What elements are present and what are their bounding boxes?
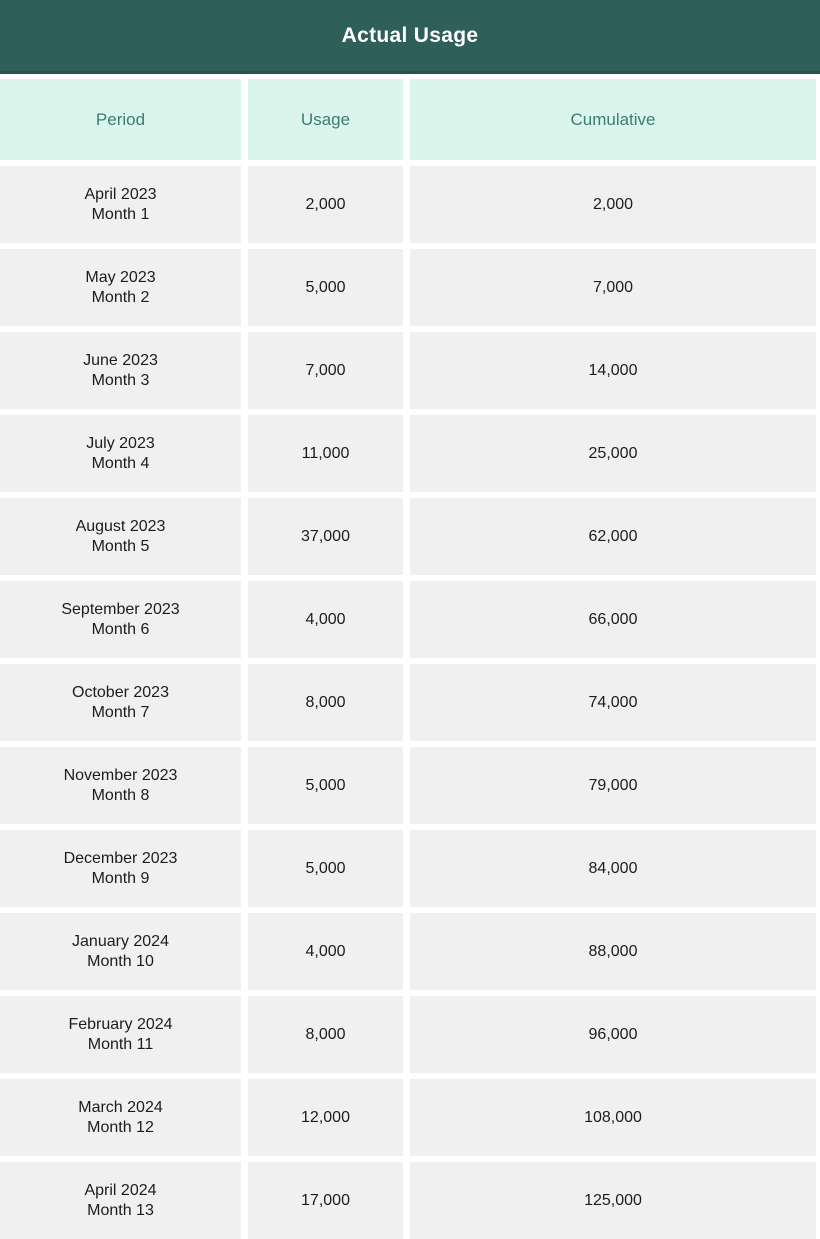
- usage-cell: 8,000: [248, 996, 403, 1073]
- cumulative-cell: 79,000: [410, 747, 816, 824]
- month-label: Month 7: [91, 703, 150, 721]
- period-cell: June 2023 Month 3: [0, 332, 241, 409]
- usage-cell: 8,000: [248, 664, 403, 741]
- cumulative-cell: 25,000: [410, 415, 816, 492]
- usage-table: Period Usage Cumulative April 2023 Month…: [0, 79, 820, 1239]
- period-cell: April 2024 Month 13: [0, 1162, 241, 1239]
- table-row: May 2023 Month 2 5,000 7,000: [0, 249, 820, 326]
- table-row: July 2023 Month 4 11,000 25,000: [0, 415, 820, 492]
- month-label: Month 11: [87, 1035, 154, 1053]
- column-header-cumulative: Cumulative: [410, 79, 816, 160]
- month-label: Month 8: [91, 786, 150, 804]
- page-title: Actual Usage: [341, 23, 479, 47]
- month-label: Month 12: [87, 1118, 154, 1136]
- period-label: April 2023: [84, 186, 157, 204]
- table-row: June 2023 Month 3 7,000 14,000: [0, 332, 820, 409]
- month-label: Month 10: [87, 952, 154, 970]
- period-label: November 2023: [63, 767, 178, 785]
- period-cell: September 2023 Month 6: [0, 581, 241, 658]
- table-row: November 2023 Month 8 5,000 79,000: [0, 747, 820, 824]
- cumulative-cell: 7,000: [410, 249, 816, 326]
- period-label: January 2024: [72, 933, 169, 951]
- table-row: February 2024 Month 11 8,000 96,000: [0, 996, 820, 1073]
- usage-cell: 4,000: [248, 581, 403, 658]
- title-banner: Actual Usage: [0, 0, 820, 74]
- usage-cell: 5,000: [248, 830, 403, 907]
- table-row: August 2023 Month 5 37,000 62,000: [0, 498, 820, 575]
- table-row: December 2023 Month 9 5,000 84,000: [0, 830, 820, 907]
- table-body: April 2023 Month 1 2,000 2,000 May 2023 …: [0, 166, 820, 1239]
- cumulative-cell: 125,000: [410, 1162, 816, 1239]
- table-row: March 2024 Month 12 12,000 108,000: [0, 1079, 820, 1156]
- usage-cell: 17,000: [248, 1162, 403, 1239]
- month-label: Month 2: [91, 288, 150, 306]
- period-label: August 2023: [75, 518, 166, 536]
- cumulative-cell: 84,000: [410, 830, 816, 907]
- table-row: April 2023 Month 1 2,000 2,000: [0, 166, 820, 243]
- cumulative-cell: 108,000: [410, 1079, 816, 1156]
- cumulative-cell: 66,000: [410, 581, 816, 658]
- usage-cell: 4,000: [248, 913, 403, 990]
- period-cell: March 2024 Month 12: [0, 1079, 241, 1156]
- period-cell: October 2023 Month 7: [0, 664, 241, 741]
- period-cell: May 2023 Month 2: [0, 249, 241, 326]
- month-label: Month 4: [91, 454, 150, 472]
- cumulative-cell: 88,000: [410, 913, 816, 990]
- period-label: December 2023: [63, 850, 178, 868]
- column-header-period: Period: [0, 79, 241, 160]
- usage-cell: 12,000: [248, 1079, 403, 1156]
- table-header-row: Period Usage Cumulative: [0, 79, 820, 160]
- usage-cell: 5,000: [248, 747, 403, 824]
- month-label: Month 3: [91, 371, 150, 389]
- table-row: January 2024 Month 10 4,000 88,000: [0, 913, 820, 990]
- period-cell: November 2023 Month 8: [0, 747, 241, 824]
- period-cell: July 2023 Month 4: [0, 415, 241, 492]
- period-label: May 2023: [85, 269, 156, 287]
- cumulative-cell: 14,000: [410, 332, 816, 409]
- usage-cell: 2,000: [248, 166, 403, 243]
- cumulative-cell: 2,000: [410, 166, 816, 243]
- period-label: February 2024: [68, 1016, 173, 1034]
- period-cell: February 2024 Month 11: [0, 996, 241, 1073]
- period-label: June 2023: [83, 352, 158, 370]
- month-label: Month 13: [87, 1201, 154, 1219]
- table-row: October 2023 Month 7 8,000 74,000: [0, 664, 820, 741]
- period-cell: January 2024 Month 10: [0, 913, 241, 990]
- month-label: Month 9: [91, 869, 150, 887]
- period-label: September 2023: [61, 601, 180, 619]
- period-label: April 2024: [84, 1182, 157, 1200]
- table-row: September 2023 Month 6 4,000 66,000: [0, 581, 820, 658]
- period-cell: December 2023 Month 9: [0, 830, 241, 907]
- usage-cell: 5,000: [248, 249, 403, 326]
- usage-cell: 11,000: [248, 415, 403, 492]
- usage-cell: 7,000: [248, 332, 403, 409]
- column-header-usage: Usage: [248, 79, 403, 160]
- period-label: October 2023: [72, 684, 169, 702]
- period-cell: August 2023 Month 5: [0, 498, 241, 575]
- month-label: Month 5: [91, 537, 150, 555]
- usage-cell: 37,000: [248, 498, 403, 575]
- period-label: July 2023: [86, 435, 155, 453]
- table-row: April 2024 Month 13 17,000 125,000: [0, 1162, 820, 1239]
- period-label: March 2024: [78, 1099, 163, 1117]
- period-cell: April 2023 Month 1: [0, 166, 241, 243]
- cumulative-cell: 62,000: [410, 498, 816, 575]
- month-label: Month 6: [91, 620, 150, 638]
- month-label: Month 1: [91, 205, 150, 223]
- cumulative-cell: 96,000: [410, 996, 816, 1073]
- cumulative-cell: 74,000: [410, 664, 816, 741]
